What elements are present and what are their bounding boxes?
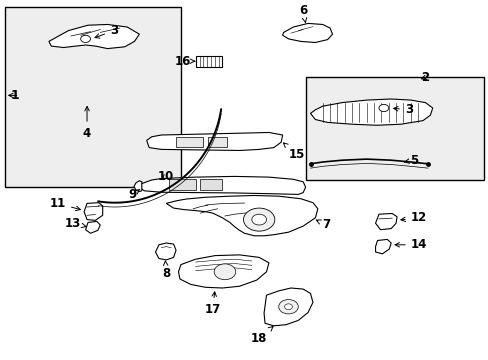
FancyBboxPatch shape [207, 137, 227, 147]
Text: 6: 6 [299, 4, 306, 23]
Polygon shape [49, 24, 139, 49]
Circle shape [278, 300, 298, 314]
Text: 17: 17 [204, 292, 221, 316]
Text: 11: 11 [50, 197, 80, 211]
Polygon shape [310, 99, 432, 125]
Polygon shape [178, 255, 268, 288]
Text: 14: 14 [394, 238, 426, 251]
Text: 2: 2 [421, 71, 429, 84]
Text: 5: 5 [404, 154, 417, 167]
Circle shape [378, 104, 388, 112]
Text: 7: 7 [316, 219, 330, 231]
Circle shape [81, 35, 90, 42]
Circle shape [251, 214, 266, 225]
Polygon shape [282, 23, 332, 42]
Polygon shape [134, 181, 142, 192]
Polygon shape [85, 221, 100, 233]
Polygon shape [264, 288, 312, 326]
FancyBboxPatch shape [200, 179, 222, 190]
Text: 8: 8 [162, 261, 170, 280]
Text: 9: 9 [128, 188, 140, 201]
Bar [5, 7, 181, 187]
Circle shape [284, 304, 292, 310]
Polygon shape [155, 243, 176, 260]
Text: 10: 10 [157, 170, 173, 183]
Text: 1: 1 [11, 89, 20, 102]
Polygon shape [139, 176, 305, 194]
Polygon shape [375, 239, 390, 254]
Text: 13: 13 [64, 217, 86, 230]
Circle shape [243, 208, 274, 231]
FancyBboxPatch shape [195, 56, 222, 67]
Text: 3: 3 [393, 103, 412, 116]
Polygon shape [375, 213, 396, 230]
FancyBboxPatch shape [176, 137, 203, 147]
Text: 16: 16 [175, 55, 194, 68]
Text: 18: 18 [250, 327, 272, 345]
Bar [305, 77, 483, 180]
Circle shape [214, 264, 235, 280]
Text: 12: 12 [400, 211, 426, 224]
Polygon shape [84, 203, 102, 220]
Text: 4: 4 [83, 107, 91, 140]
Text: 3: 3 [95, 24, 118, 38]
FancyBboxPatch shape [168, 179, 195, 190]
Text: 15: 15 [283, 143, 304, 161]
Polygon shape [166, 195, 317, 236]
Polygon shape [146, 132, 282, 150]
